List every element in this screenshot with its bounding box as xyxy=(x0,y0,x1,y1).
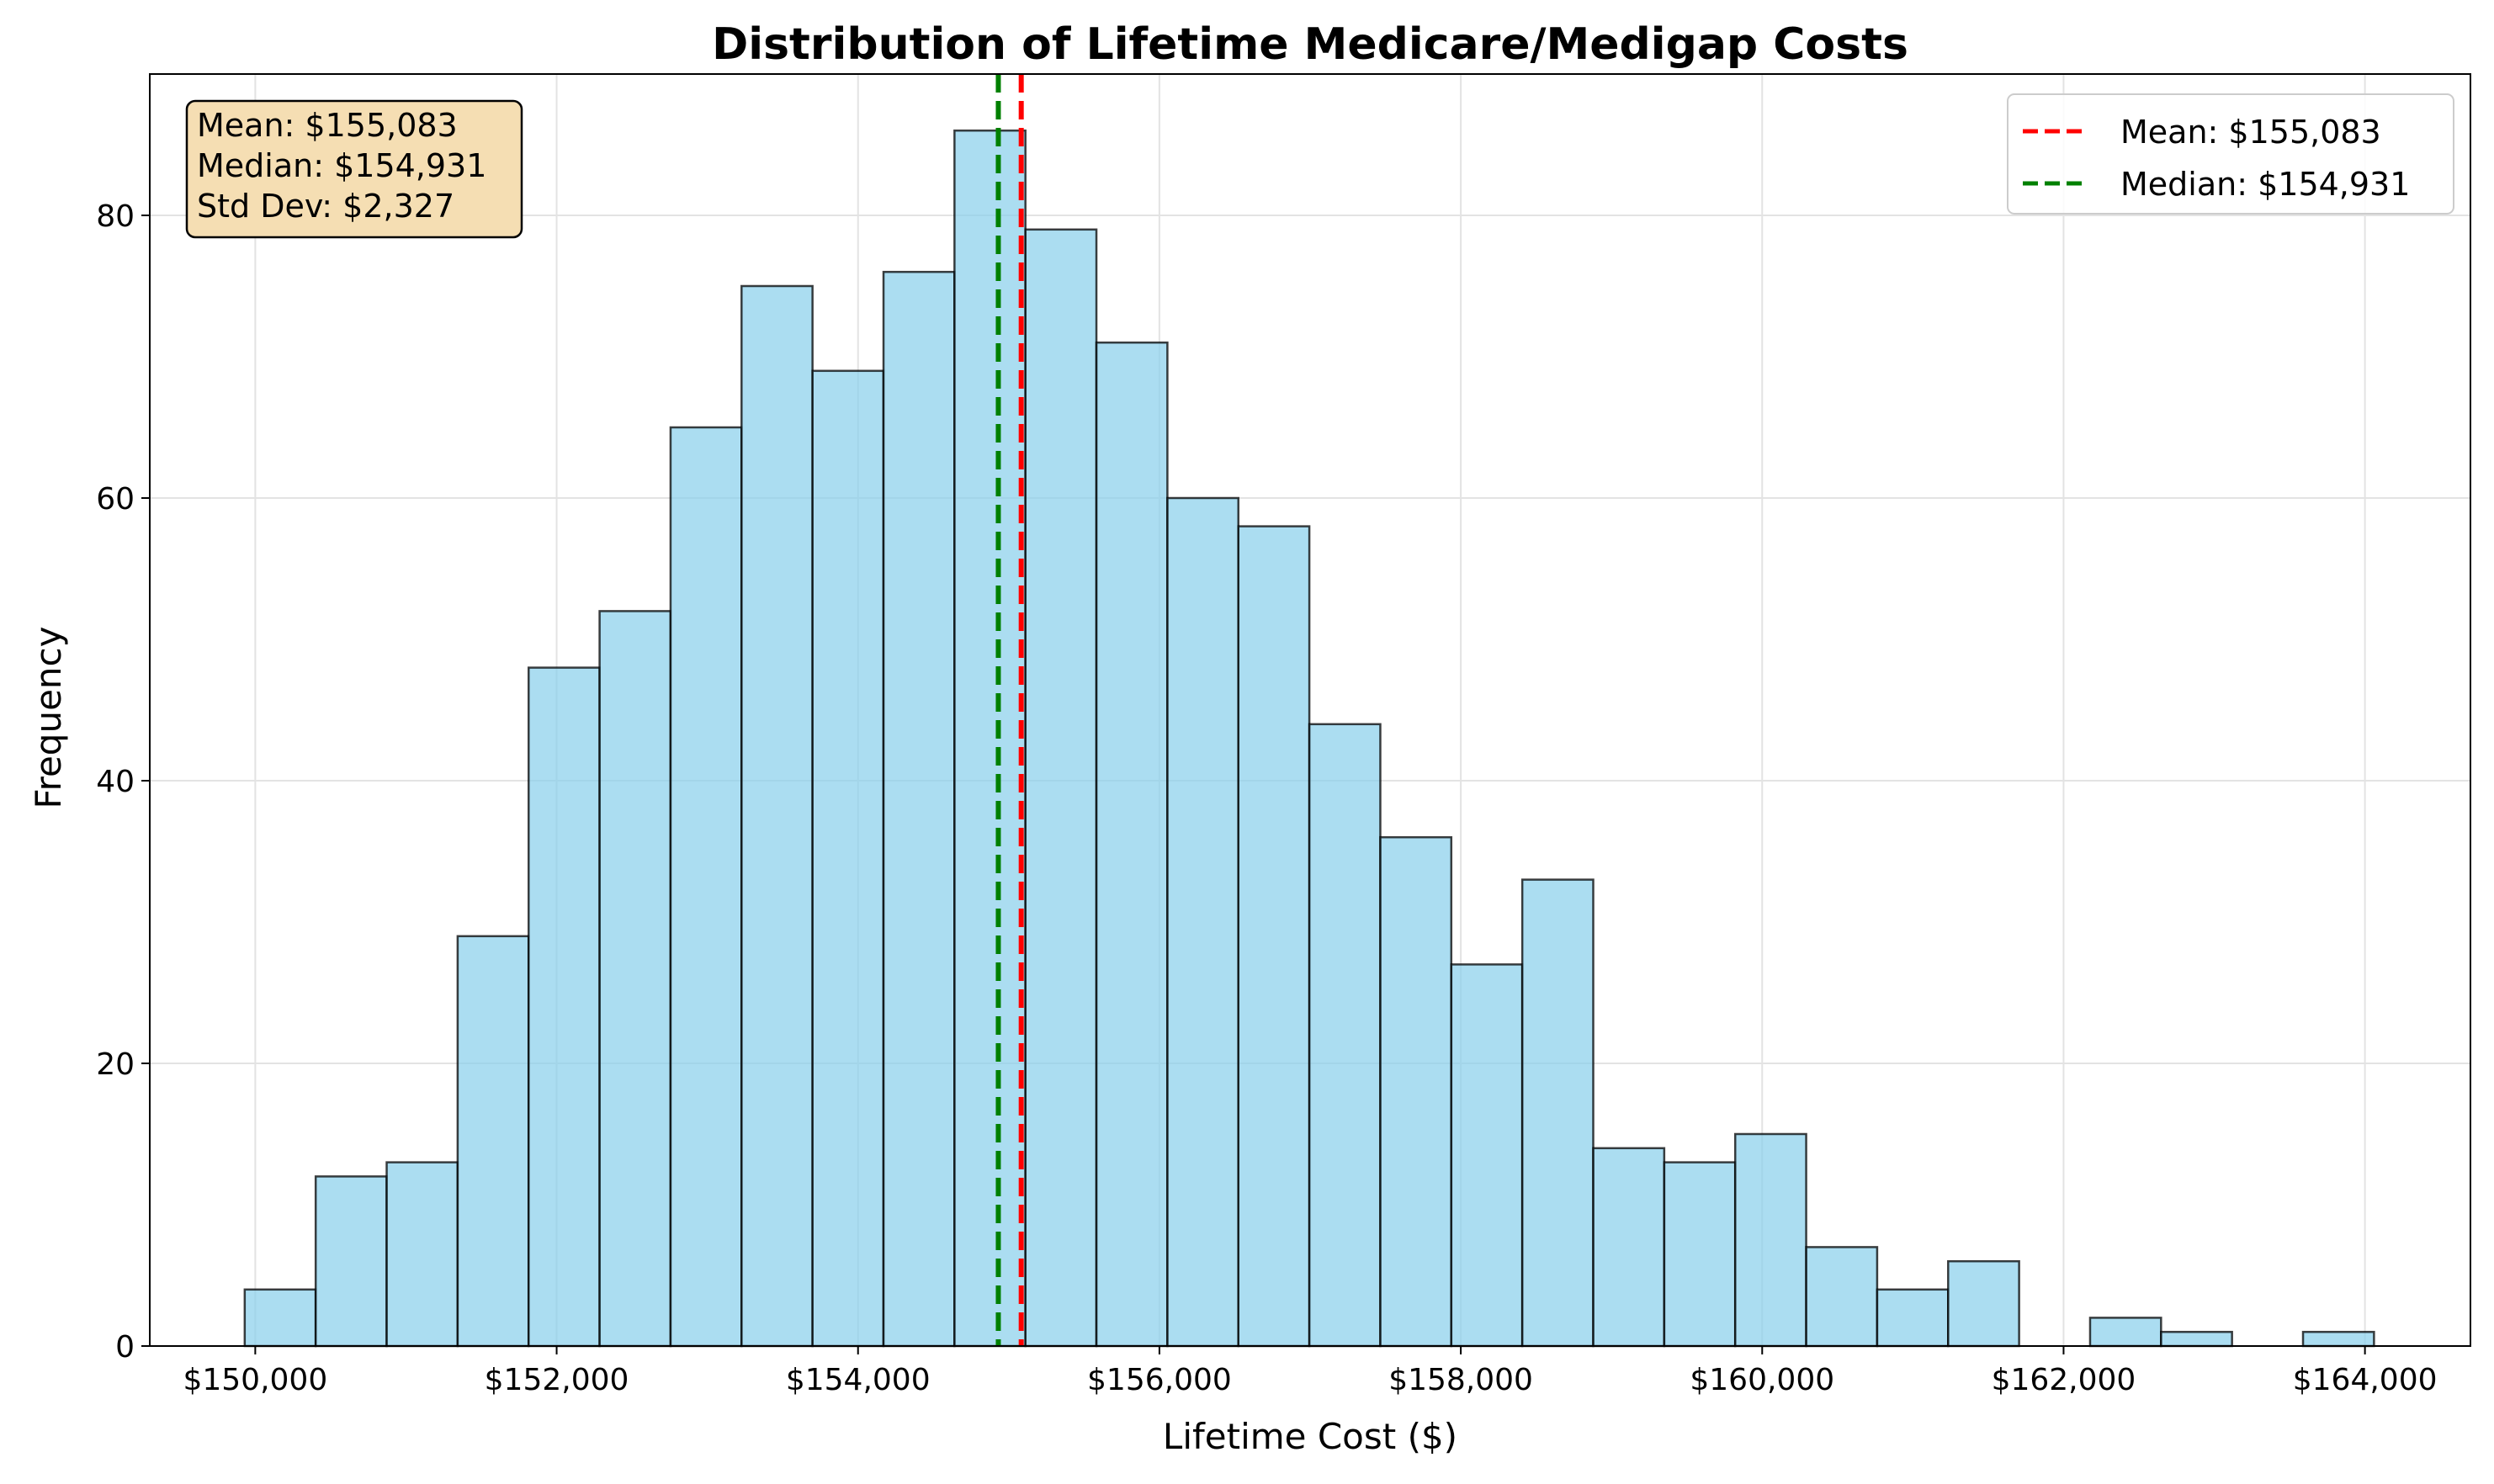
histogram-bar-26 xyxy=(2088,1317,2162,1348)
histogram-bar-5 xyxy=(598,610,672,1348)
x-tick-label-6: $162,000 xyxy=(1992,1363,2136,1397)
y-axis-label: Frequency xyxy=(28,627,69,809)
stats-mean: Mean: $155,083 xyxy=(197,107,458,144)
histogram-bar-19 xyxy=(1592,1147,1666,1348)
histogram-bar-29 xyxy=(2301,1330,2375,1348)
histogram-bar-22 xyxy=(1805,1246,1879,1348)
histogram-bar-4 xyxy=(527,666,601,1348)
histogram-bar-1 xyxy=(314,1175,388,1348)
y-tick-label-3: 60 xyxy=(96,482,135,517)
legend-frame xyxy=(2007,93,2454,215)
histogram-bar-18 xyxy=(1520,878,1595,1348)
x-axis: $150,000 $152,000 $154,000 $156,000 $158,000… xyxy=(183,1346,2438,1397)
x-tick-label-7: $164,000 xyxy=(2293,1363,2438,1397)
chart-title: Distribution of Lifetime Medicare/Mediga… xyxy=(712,19,1908,70)
y-axis: 0 20 40 60 80 xyxy=(96,199,150,1365)
x-tick-label-3: $156,000 xyxy=(1087,1363,1232,1397)
histogram-bar-15 xyxy=(1308,723,1382,1348)
histogram-bar-11 xyxy=(1024,228,1098,1348)
reference-lines xyxy=(995,74,1024,1346)
y-tick-label-2: 40 xyxy=(96,765,135,799)
x-tick-label-2: $154,000 xyxy=(786,1363,931,1397)
histogram-bar-13 xyxy=(1166,496,1240,1348)
histogram-bar-24 xyxy=(1947,1259,2020,1348)
y-tick-label-0: 0 xyxy=(115,1330,135,1365)
bars xyxy=(243,129,2375,1348)
stats-std-dev: Std Dev: $2,327 xyxy=(197,188,454,225)
plot-frame xyxy=(149,73,2471,1347)
histogram-bar-9 xyxy=(882,270,956,1348)
stats-box-background xyxy=(185,99,523,239)
histogram-bar-7 xyxy=(740,284,814,1348)
histogram-bar-17 xyxy=(1450,963,1524,1348)
legend-median-label: Median: $154,931 xyxy=(2120,166,2410,203)
histogram-bar-8 xyxy=(811,369,885,1348)
histogram-bar-21 xyxy=(1733,1132,1807,1348)
histogram-bar-27 xyxy=(2160,1330,2233,1348)
histogram-bar-2 xyxy=(385,1161,459,1348)
legend: Mean: $155,083 Median: $154,931 xyxy=(2007,93,2454,215)
y-tick-label-1: 20 xyxy=(96,1047,135,1082)
histogram-bar-16 xyxy=(1379,835,1453,1348)
histogram-bar-10 xyxy=(953,129,1027,1348)
x-tick-label-1: $152,000 xyxy=(485,1363,629,1397)
histogram-bar-23 xyxy=(1876,1288,1950,1348)
x-axis-label: Lifetime Cost ($) xyxy=(1163,1416,1457,1457)
histogram-bar-14 xyxy=(1237,525,1311,1348)
histogram-bar-20 xyxy=(1663,1161,1737,1348)
stats-median: Median: $154,931 xyxy=(197,147,486,184)
histogram-bar-0 xyxy=(243,1288,317,1348)
x-tick-label-0: $150,000 xyxy=(183,1363,327,1397)
stats-box: Mean: $155,083 Median: $154,931 Std Dev:… xyxy=(185,99,523,239)
x-tick-label-5: $160,000 xyxy=(1690,1363,1834,1397)
y-tick-label-4: 80 xyxy=(96,199,135,234)
histogram-bar-3 xyxy=(456,935,530,1348)
histogram-bar-6 xyxy=(669,426,743,1348)
legend-mean-label: Mean: $155,083 xyxy=(2120,114,2381,151)
histogram-bar-12 xyxy=(1095,341,1169,1348)
x-tick-label-4: $158,000 xyxy=(1388,1363,1533,1397)
